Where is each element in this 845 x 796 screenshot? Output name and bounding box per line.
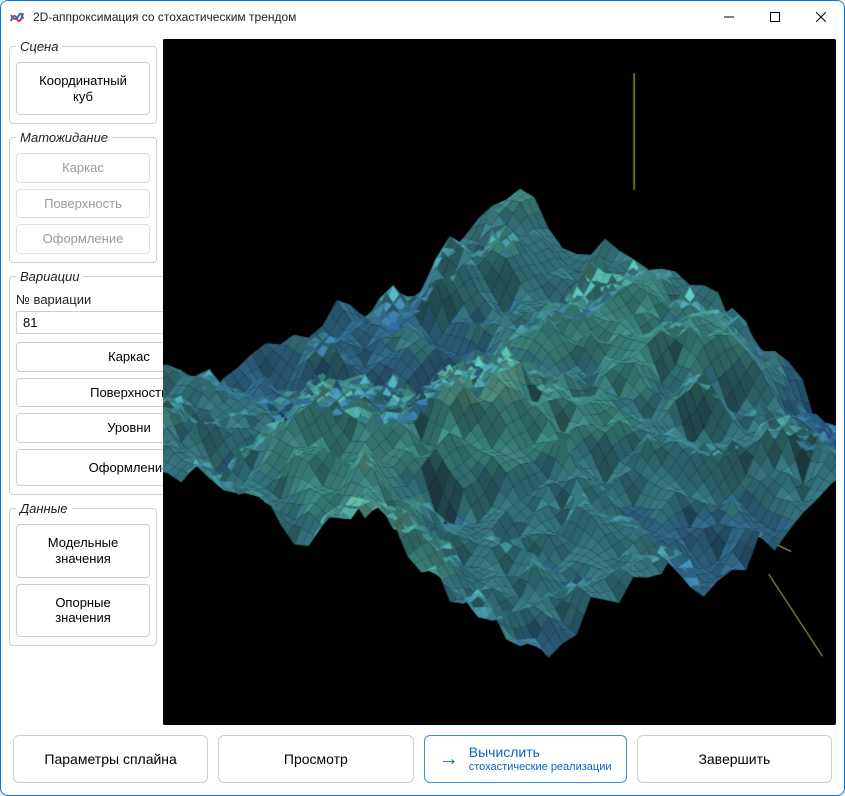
group-data: Данные Модельные значения Опорные значен…: [9, 501, 157, 645]
compute-button-text: Вычислить стохастические реализации: [469, 744, 612, 774]
model-values-button[interactable]: Модельные значения: [16, 524, 150, 577]
sidebar: Сцена Координатный куб Матожидание Карка…: [9, 39, 157, 725]
group-expectation-legend: Матожидание: [16, 130, 112, 145]
app-icon: [9, 9, 25, 25]
compute-button-main: Вычислить: [469, 744, 612, 761]
ref-values-button[interactable]: Опорные значения: [16, 584, 150, 637]
group-expectation: Матожидание Каркас Поверхность Оформлени…: [9, 130, 157, 263]
group-scene-legend: Сцена: [16, 39, 62, 54]
surface-canvas: [163, 39, 836, 725]
expectation-design-button: Оформление: [16, 224, 150, 254]
spline-params-button[interactable]: Параметры сплайна: [13, 735, 208, 783]
expectation-surface-button: Поверхность: [16, 189, 150, 219]
group-variations-legend: Вариации: [16, 269, 83, 284]
compute-button-sub: стохастические реализации: [469, 761, 612, 774]
bottombar: Параметры сплайна Просмотр → Вычислить с…: [1, 725, 844, 795]
coord-cube-button[interactable]: Координатный куб: [16, 62, 150, 115]
window-title: 2D-аппроксимация со стохастическим тренд…: [33, 10, 706, 24]
arrow-right-icon: →: [439, 749, 459, 769]
group-scene: Сцена Координатный куб: [9, 39, 157, 124]
titlebar: 2D-аппроксимация со стохастическим тренд…: [1, 1, 844, 33]
finish-button[interactable]: Завершить: [637, 735, 832, 783]
minimize-button[interactable]: [706, 1, 752, 33]
expectation-wireframe-button: Каркас: [16, 153, 150, 183]
close-button[interactable]: [798, 1, 844, 33]
app-window: 2D-аппроксимация со стохастическим тренд…: [0, 0, 845, 796]
group-data-legend: Данные: [16, 501, 72, 516]
client-area: Сцена Координатный куб Матожидание Карка…: [1, 33, 844, 725]
compute-button[interactable]: → Вычислить стохастические реализации: [424, 735, 627, 783]
view-button[interactable]: Просмотр: [218, 735, 413, 783]
3d-viewport[interactable]: [163, 39, 836, 725]
maximize-button[interactable]: [752, 1, 798, 33]
